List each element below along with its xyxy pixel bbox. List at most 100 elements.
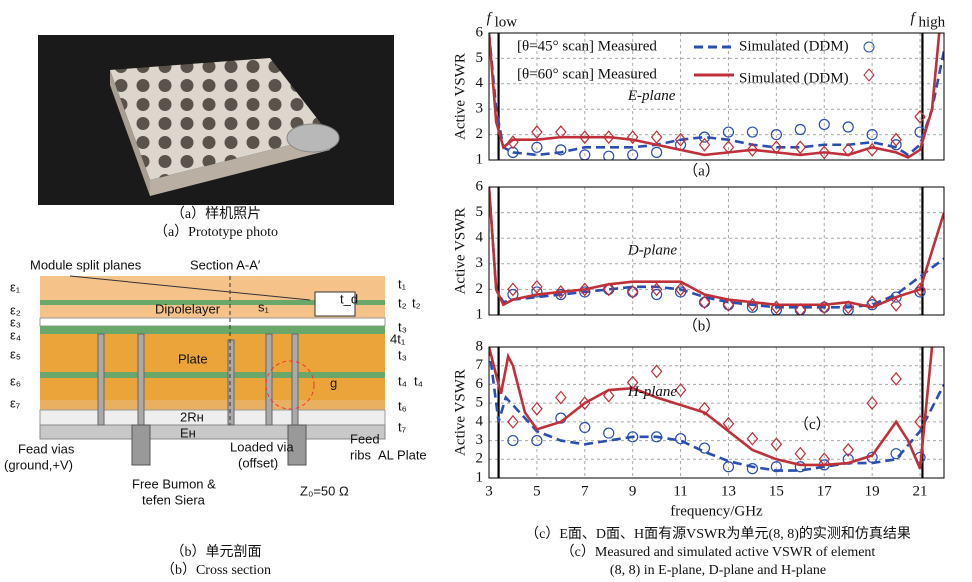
data-point [794,461,806,473]
series-line [489,347,944,472]
diagram-label: s₁ [258,299,270,314]
y-tick-label: 2 [476,451,484,467]
x-tick-label: 5 [533,483,541,499]
y-tick-label: 1 [476,151,484,167]
y-tick-label: 1 [476,306,484,322]
y-tick-label: 4 [476,413,484,429]
diagram-label: ε₁ [10,279,21,294]
x-axis-label: frequency/GHz [670,503,763,519]
data-point [531,141,543,153]
y-tick-label: 8 [476,338,484,354]
x-tick-label: 21 [913,483,928,499]
data-point [507,282,519,297]
data-point [914,414,926,429]
diagram-label: t_d [340,291,358,306]
x-tick-label: 19 [865,483,880,499]
data-point [698,137,711,152]
data-point [698,295,711,310]
panel-label: （b） [683,317,721,334]
data-point [602,388,615,403]
diagram-label: Section A-A′ [190,257,261,272]
caption: （a）样机照片 [171,206,261,222]
y-tick-label: 4 [476,75,484,91]
x-tick-label: 11 [673,483,687,499]
diagram-label: tefen Siera [142,492,206,507]
y-tick-label: 1 [476,469,484,485]
data-point [698,401,711,416]
data-point [722,461,735,473]
data-point [651,288,663,301]
y-tick-label: 2 [476,126,484,142]
y-tick-label: 6 [476,178,484,194]
diagram-label: (ground,+V) [4,457,73,472]
data-point [651,146,663,158]
data-point [531,434,543,447]
caption: (8, 8) in E-plane, D-plane and H-plane [610,563,826,578]
data-point [555,390,567,405]
diagram-label: Z₀=50 Ω [300,483,349,498]
y-tick-label: 3 [476,255,484,271]
data-point [650,282,663,297]
x-tick-label: 9 [629,483,637,499]
data-point [770,129,782,141]
plane-label: H-plane [627,384,677,400]
legend-swatch [863,68,875,82]
data-point [794,140,807,155]
data-point [842,442,854,457]
diagram-label: Fead vias [18,441,75,456]
band-edge-label-sub: high [918,14,945,30]
diagram-label: AL Plate [378,447,427,462]
data-point [674,132,687,147]
diagram-label: Free Bumon & [132,476,216,491]
legend-label: [θ=45° scan] Measured [517,38,657,54]
x-tick-label: 13 [721,483,736,499]
caption: （b）Cross section [161,562,271,578]
y-tick-label: 3 [476,101,484,117]
data-point [626,285,639,299]
diagram-label: Module split planes [30,257,142,272]
plot-marks [489,187,944,315]
data-point [794,123,806,136]
diagram-label: Eн [180,425,196,440]
plot-frame [488,32,945,161]
panel-label: （a） [683,162,720,179]
diagram-label: ε₄ [10,327,21,342]
y-tick-label: 5 [476,204,484,220]
caption: （c）Measured and simulated active VSWR of… [561,544,876,560]
caption: （c）E面、D面、H面有源VSWR为单元(8, 8)的实测和仿真结果 [525,526,911,542]
y-axis-label: Active VSWR [452,53,468,140]
x-tick-label: 15 [769,483,784,499]
x-tick-label: 17 [817,483,833,499]
diagram-label: t₂ [398,295,407,310]
plane-label: D-plane [627,242,677,258]
data-point [603,427,615,439]
data-point [603,150,615,160]
y-tick-label: 7 [476,357,484,373]
data-point [507,434,519,447]
plot-area [489,33,944,160]
diagram-label: t₃ [398,319,407,334]
chart: 1 2 3 4 5 6 Active VSWR D-plane （b） [452,178,945,334]
data-point [579,130,591,145]
data-point [842,121,854,133]
diagram-label: (offset) [238,455,278,470]
diagram-label: Plate [178,351,208,366]
diagram-label: t₄ [398,373,407,388]
diagram-label: ε₆ [10,373,21,388]
data-point [626,130,639,145]
y-tick-label: 4 [476,230,484,246]
diagram-label: t₄ [414,373,423,388]
series-line [489,33,944,157]
series-line [489,187,944,309]
data-point [794,446,807,461]
data-point [722,297,735,312]
data-point [794,302,807,315]
diagram-label: g [330,375,337,390]
plot-marks [489,33,944,160]
diagram-label: Dipolelayer [155,301,221,316]
x-tick-label: 3 [485,483,493,499]
data-point [818,118,830,131]
data-point [531,279,543,294]
